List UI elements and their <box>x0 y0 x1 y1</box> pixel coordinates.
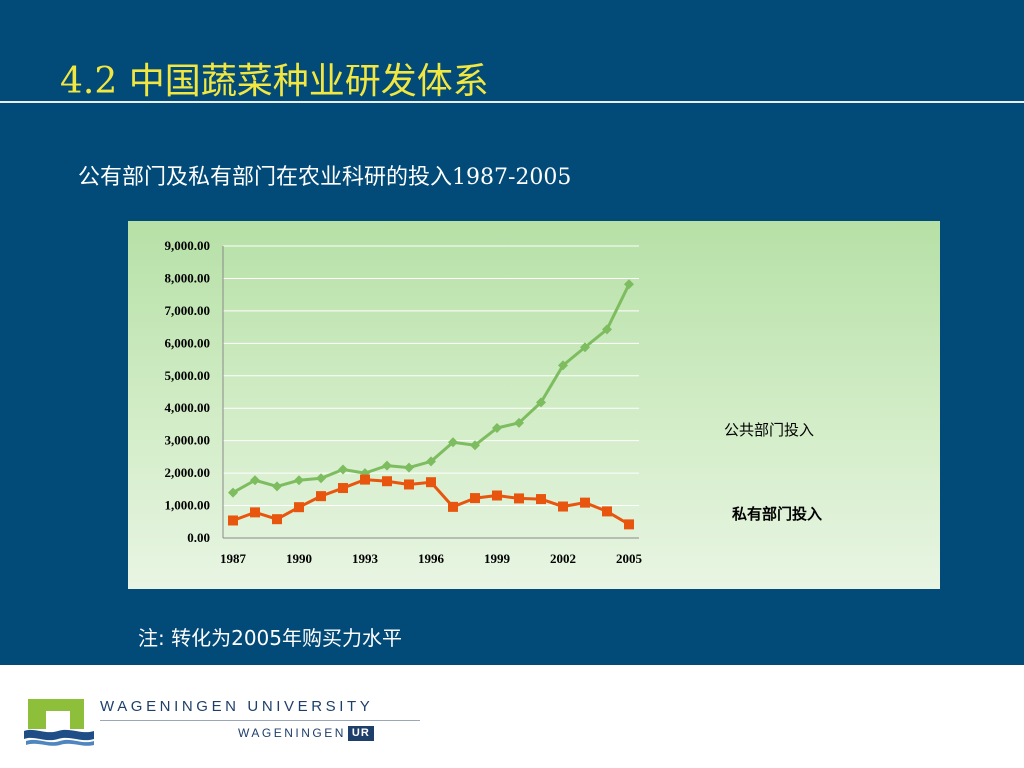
data-point-public <box>404 462 414 473</box>
data-point-public <box>536 397 546 408</box>
data-point-private <box>624 519 634 530</box>
slide-subtitle: 公有部门及私有部门在农业科研的投入1987-2005 <box>78 165 572 190</box>
data-point-private <box>360 474 370 485</box>
data-point-public <box>624 279 634 290</box>
legend-private-label: 私有部门投入 <box>732 505 823 523</box>
brand-name: WAGENINGEN <box>238 726 346 740</box>
data-point-public <box>448 437 458 448</box>
university-name: WAGENINGEN UNIVERSITY <box>100 698 374 715</box>
line-chart: 0.00 1,000.00 2,000.00 3,000.00 4,000.00 5,00… <box>165 238 643 566</box>
data-point-public <box>602 324 612 335</box>
data-point-private <box>382 476 392 487</box>
data-point-public <box>492 423 502 434</box>
data-point-public <box>228 487 238 498</box>
data-point-private <box>272 514 282 525</box>
wageningen-logo-icon <box>24 699 94 746</box>
data-point-public <box>316 473 326 484</box>
footer: WAGENINGEN UNIVERSITY WAGENINGEN UR <box>0 665 1024 768</box>
data-point-public <box>294 475 304 486</box>
data-point-private <box>602 506 612 517</box>
y-tick-label: 8,000.00 <box>165 270 211 285</box>
data-point-private <box>580 497 590 508</box>
data-point-private <box>316 491 326 502</box>
x-tick-label: 1990 <box>286 551 312 566</box>
data-point-private <box>514 493 524 504</box>
data-point-public <box>580 342 590 353</box>
data-point-private <box>536 494 546 505</box>
data-point-private <box>250 507 260 518</box>
data-point-public <box>250 475 260 486</box>
data-point-public <box>272 481 282 492</box>
data-point-private <box>338 483 348 494</box>
y-tick-label: 2,000.00 <box>165 465 211 480</box>
data-point-private <box>492 490 502 501</box>
data-point-public <box>558 360 568 371</box>
data-point-public <box>514 417 524 428</box>
data-point-public <box>470 440 480 451</box>
y-tick-label: 3,000.00 <box>165 433 211 448</box>
title-divider <box>0 101 1024 103</box>
y-tick-label: 0.00 <box>187 530 210 545</box>
x-tick-label: 1987 <box>220 551 247 566</box>
x-tick-label: 1993 <box>352 551 379 566</box>
data-point-private <box>426 477 436 488</box>
x-tick-label: 1999 <box>484 551 511 566</box>
legend-public-label: 公共部门投入 <box>724 421 815 439</box>
x-tick-label: 1996 <box>418 551 445 566</box>
x-tick-label: 2002 <box>550 551 576 566</box>
chart-panel: 0.00 1,000.00 2,000.00 3,000.00 4,000.00 5,00… <box>128 221 940 589</box>
y-tick-label: 5,000.00 <box>165 368 211 383</box>
y-tick-label: 1,000.00 <box>165 498 211 513</box>
y-tick-label: 4,000.00 <box>165 400 211 415</box>
slide-title: 4.2 中国蔬菜种业研发体系 <box>60 61 489 102</box>
x-tick-label: 2005 <box>616 551 643 566</box>
data-point-public <box>338 464 348 475</box>
brand-badge: UR <box>347 725 374 741</box>
data-point-private <box>228 515 238 526</box>
data-point-private <box>470 493 480 504</box>
data-point-public <box>426 456 436 467</box>
logo-divider <box>100 720 420 721</box>
brand-row: WAGENINGEN UR <box>238 725 374 741</box>
footnote: 注: 转化为2005年购买力水平 <box>138 626 402 650</box>
y-tick-label: 7,000.00 <box>165 303 211 318</box>
data-point-private <box>448 501 458 512</box>
data-point-private <box>404 479 414 490</box>
data-point-public <box>382 460 392 471</box>
data-point-private <box>558 501 568 512</box>
y-tick-label: 6,000.00 <box>165 335 211 350</box>
y-tick-label: 9,000.00 <box>165 238 211 253</box>
data-point-private <box>294 502 304 513</box>
